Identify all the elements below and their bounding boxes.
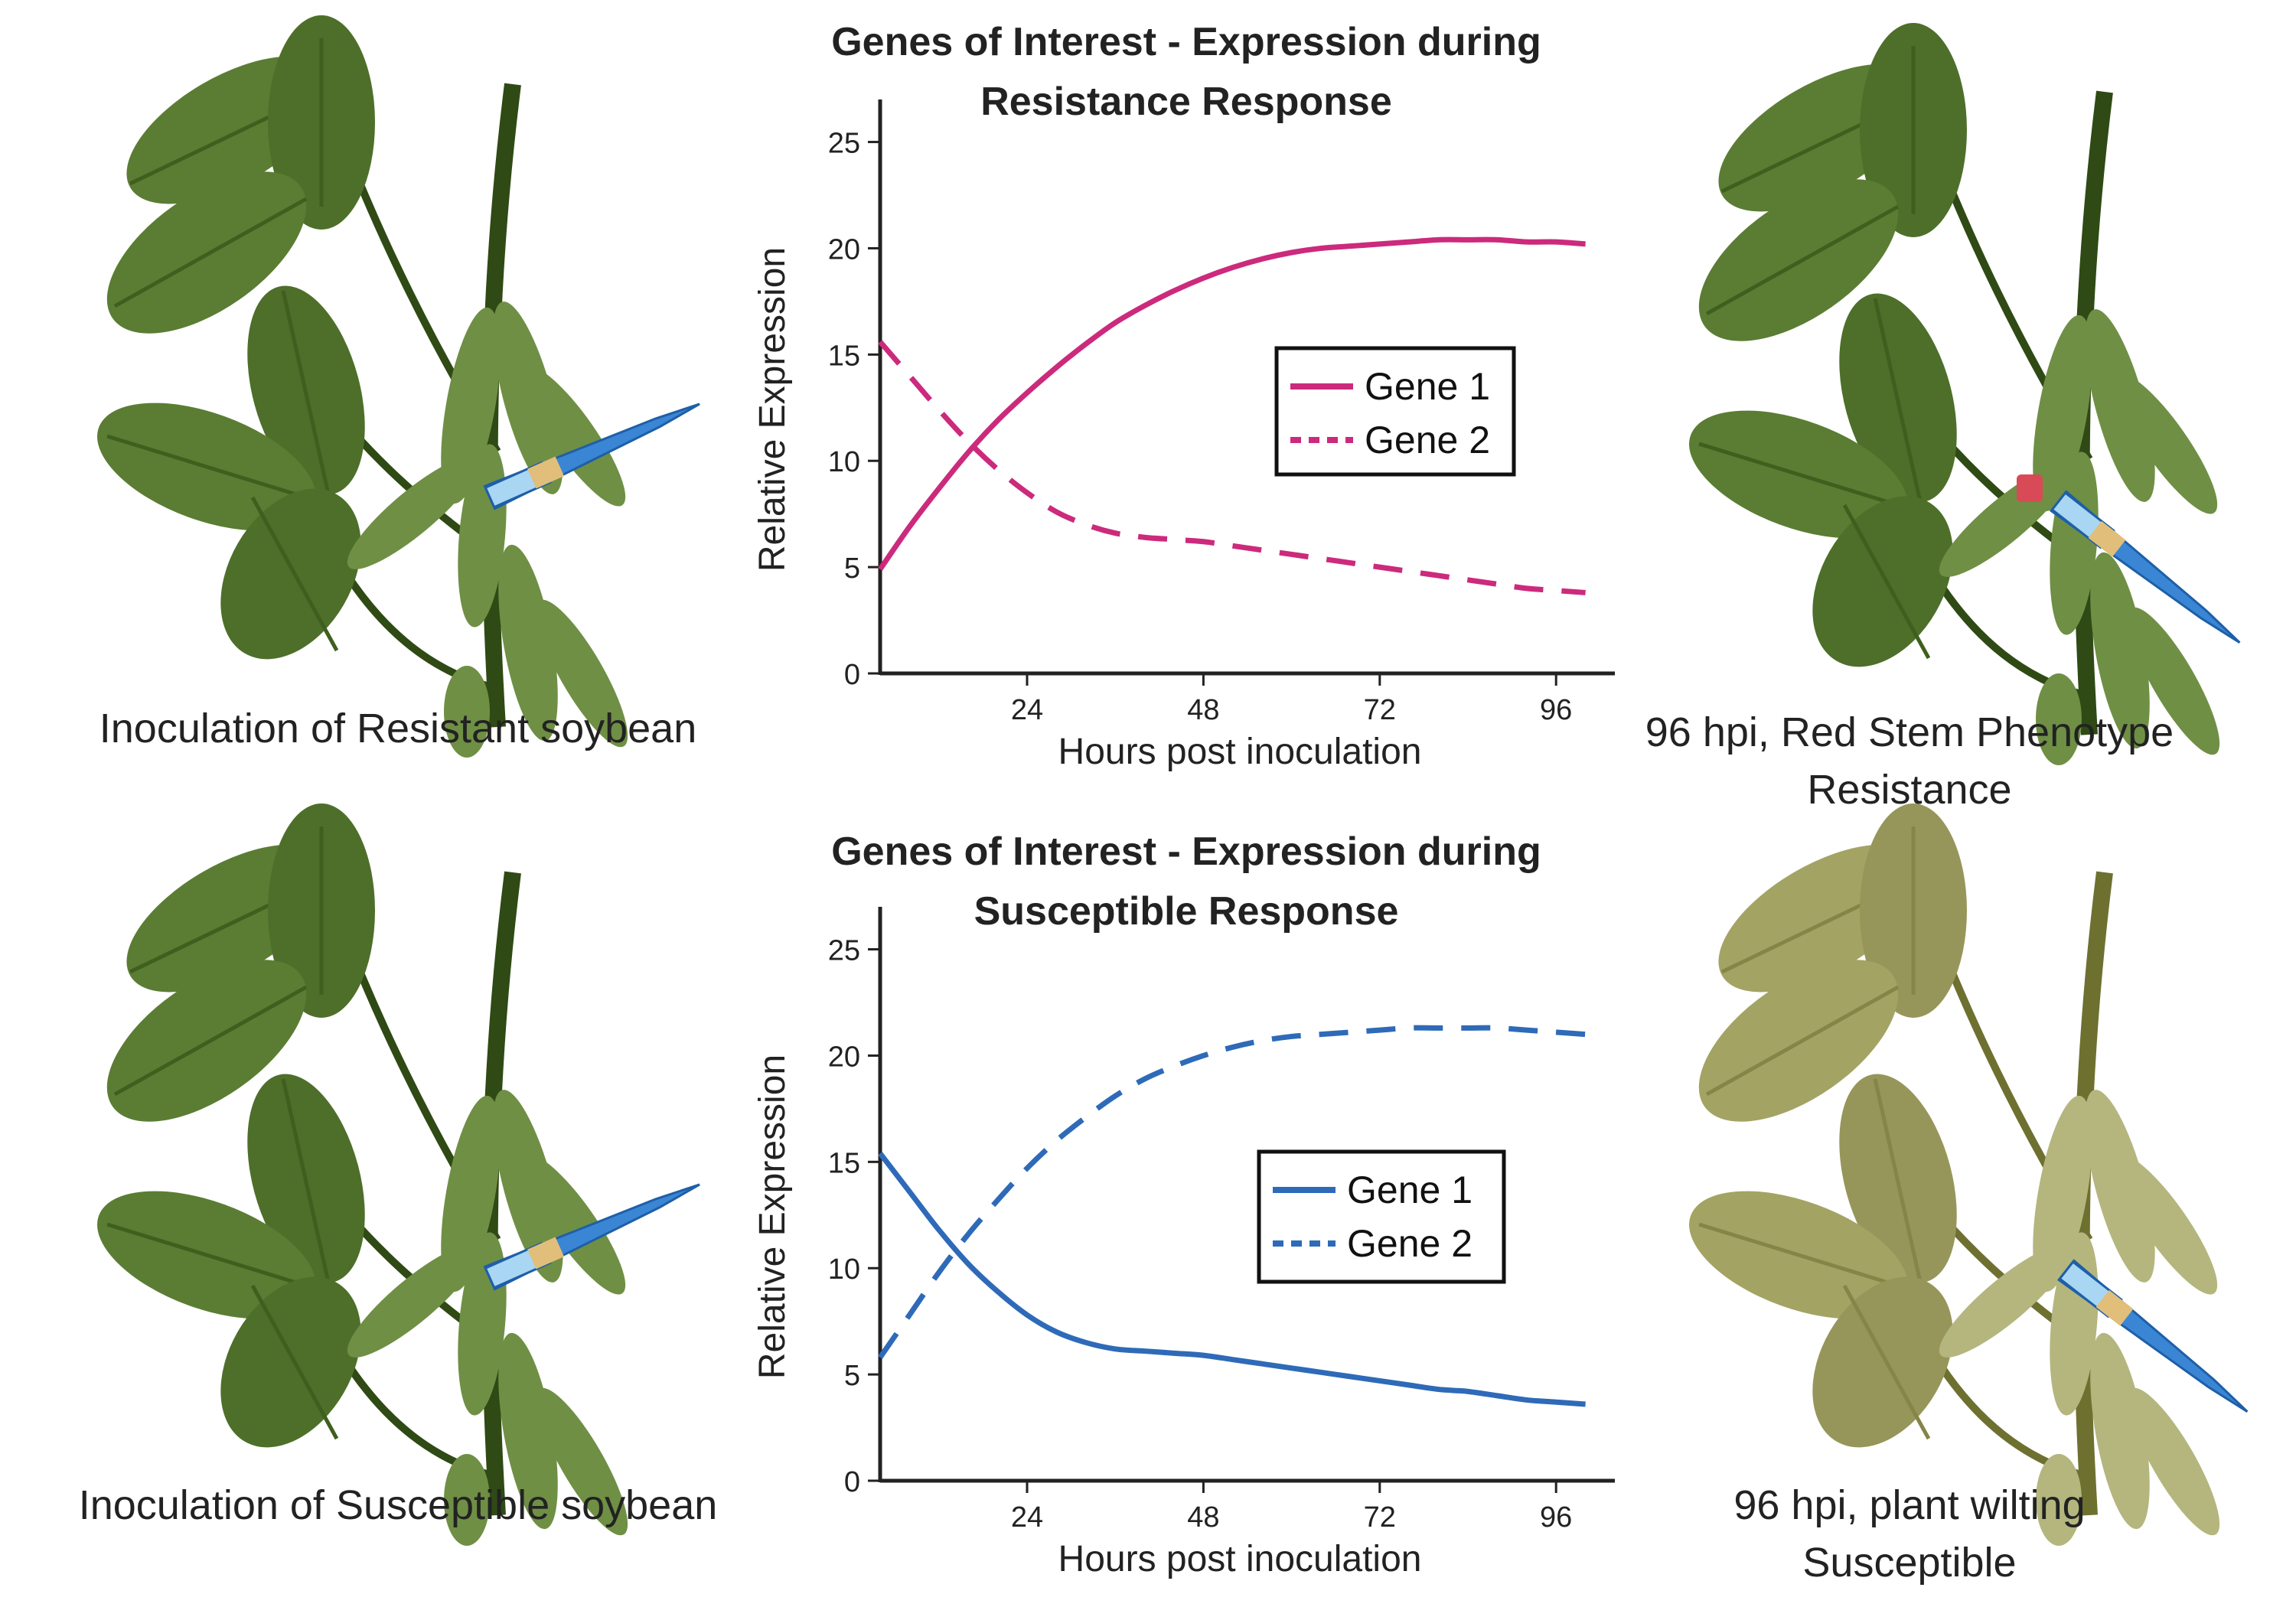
x-tick-label: 24 — [1011, 1501, 1043, 1534]
series-line-gene-1 — [878, 236, 1586, 571]
chart-title-line: Genes of Interest - Expression during — [831, 830, 1541, 874]
y-axis-label: Relative Expression — [752, 247, 793, 572]
caption-resistant-outcome-line1: 96 hpi, Red Stem Phenotype — [1645, 709, 2174, 755]
legend-label: Gene 2 — [1365, 419, 1490, 461]
susceptible-expression-chart: Genes of Interest - Expression during Sus… — [752, 830, 1615, 1579]
legend-label: Gene 2 — [1347, 1222, 1473, 1265]
y-tick-label: 20 — [828, 1041, 860, 1073]
red-stem-lesion-icon — [2017, 474, 2043, 502]
x-tick-label: 48 — [1187, 1501, 1219, 1534]
y-tick-label: 20 — [828, 233, 860, 266]
chart-title-line: Susceptible Response — [974, 889, 1399, 934]
y-tick-label: 15 — [828, 1147, 860, 1179]
y-tick-label: 10 — [828, 446, 860, 478]
legend-label: Gene 1 — [1365, 365, 1490, 408]
wilted-soybean-plant-icon — [1671, 804, 2234, 1546]
x-tick-label: 72 — [1364, 1501, 1396, 1534]
legend-box — [1257, 1149, 1506, 1284]
x-tick-label: 24 — [1011, 694, 1043, 726]
y-tick-label: 25 — [828, 128, 860, 160]
chart-title-line: Resistance Response — [980, 80, 1392, 124]
soybean-plant-icon — [80, 804, 642, 1546]
x-tick-label: 96 — [1540, 1501, 1572, 1534]
caption-susceptible-outcome-line1: 96 hpi, plant wilting — [1733, 1482, 2085, 1528]
chart-title-line: Genes of Interest - Expression during — [831, 20, 1541, 64]
y-tick-label: 0 — [844, 659, 860, 691]
y-tick-label: 10 — [828, 1253, 860, 1286]
series-line-gene-1 — [878, 1152, 1586, 1407]
y-tick-label: 15 — [828, 340, 860, 372]
caption-susceptible-outcome-line2: Susceptible — [1802, 1540, 2016, 1586]
y-tick-label: 5 — [844, 1360, 860, 1392]
x-axis-label: Hours post inoculation — [1058, 732, 1422, 772]
y-tick-label: 5 — [844, 553, 860, 585]
y-axis-label: Relative Expression — [752, 1054, 793, 1379]
y-tick-label: 0 — [844, 1466, 860, 1498]
y-tick-label: 25 — [828, 935, 860, 967]
x-tick-label: 48 — [1187, 694, 1219, 726]
soybean-plant-icon — [1671, 23, 2234, 765]
resistance-expression-chart: Genes of Interest - Expression during Res… — [752, 20, 1615, 772]
soybean-plant-icon — [80, 15, 642, 758]
x-tick-label: 96 — [1540, 694, 1572, 726]
legend-label: Gene 1 — [1347, 1169, 1473, 1211]
legend-box — [1274, 346, 1516, 477]
caption-resistant-inoculation: Inoculation of Resistant soybean — [99, 706, 697, 751]
caption-susceptible-inoculation: Inoculation of Susceptible soybean — [79, 1482, 718, 1528]
series-line-gene-2 — [878, 340, 1586, 595]
x-tick-label: 72 — [1364, 694, 1396, 726]
series-line-gene-2 — [878, 1025, 1586, 1359]
x-axis-label: Hours post inoculation — [1058, 1539, 1422, 1579]
